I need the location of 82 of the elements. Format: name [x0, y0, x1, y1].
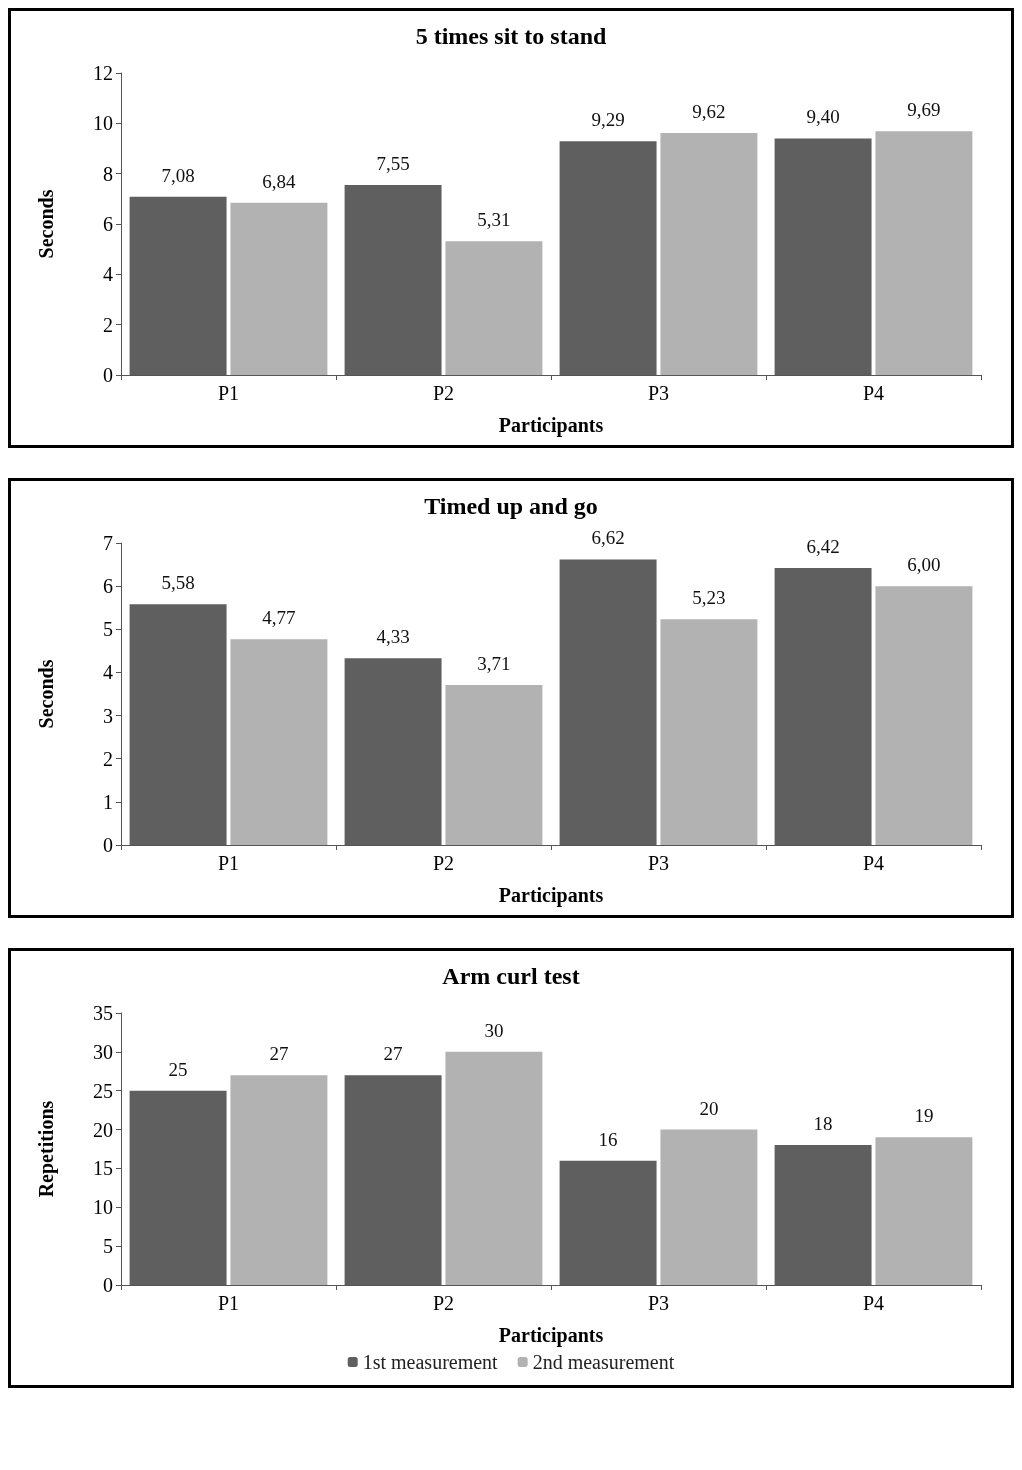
- y-tick-label: 5: [103, 618, 113, 641]
- y-tick-label: 0: [103, 834, 113, 856]
- data-label: 9,69: [907, 99, 941, 121]
- x-tick-label: P4: [862, 1292, 885, 1314]
- legend-label: 1st measurement: [362, 1351, 499, 1373]
- y-tick-label: 4: [103, 263, 113, 286]
- bar: [445, 684, 543, 845]
- x-tick-label: P4: [862, 852, 885, 874]
- bar: [230, 639, 328, 845]
- x-axis-title: Participants: [498, 884, 604, 907]
- y-tick-label: 10: [93, 112, 113, 135]
- y-tick-label: 25: [93, 1079, 113, 1102]
- y-tick-label: 35: [93, 1002, 113, 1024]
- x-tick-label: P2: [432, 852, 455, 874]
- data-label: 3,71: [477, 652, 511, 674]
- bar: [875, 131, 973, 375]
- y-tick-label: 3: [103, 704, 113, 727]
- data-label: 6,62: [591, 527, 625, 549]
- y-axis-title: Seconds: [35, 189, 57, 259]
- bar: [230, 202, 328, 375]
- data-label: 4,33: [376, 626, 410, 648]
- data-label: 19: [914, 1105, 934, 1127]
- y-axis-title: Repetitions: [35, 1100, 58, 1198]
- y-tick-label: 10: [93, 1196, 113, 1219]
- y-tick-label: 2: [103, 313, 113, 336]
- data-label: 9,29: [591, 109, 625, 131]
- data-label: 4,77: [262, 607, 296, 629]
- y-tick-label: 6: [103, 213, 113, 235]
- x-axis-title: Participants: [498, 1324, 604, 1347]
- y-tick-label: 8: [103, 162, 113, 185]
- data-label: 16: [598, 1128, 618, 1150]
- data-label: 9,62: [692, 100, 726, 122]
- chart-title: Timed up and go: [424, 493, 598, 519]
- y-tick-label: 1: [103, 790, 113, 813]
- data-label: 27: [383, 1043, 403, 1065]
- bar: [660, 1129, 758, 1285]
- data-label: 9,40: [806, 106, 840, 128]
- data-label: 30: [484, 1019, 504, 1041]
- bar: [445, 1051, 543, 1285]
- data-label: 20: [699, 1097, 719, 1119]
- data-label: 27: [269, 1043, 289, 1065]
- y-tick-label: 30: [93, 1040, 113, 1063]
- chart-title: Arm curl test: [442, 963, 580, 989]
- bar: [660, 619, 758, 845]
- x-axis-title: Participants: [498, 414, 604, 437]
- y-tick-label: 0: [103, 1274, 113, 1296]
- chart-title: 5 times sit to stand: [415, 23, 607, 49]
- y-tick-label: 5: [103, 1235, 113, 1258]
- y-tick-label: 15: [93, 1157, 113, 1180]
- x-tick-label: P2: [432, 382, 455, 404]
- legend-label: 2nd measurement: [532, 1351, 675, 1373]
- bar: [875, 1137, 973, 1285]
- y-axis-title: Seconds: [35, 659, 57, 729]
- x-tick-label: P3: [647, 1292, 670, 1314]
- x-tick-label: P3: [647, 382, 670, 404]
- y-tick-label: 2: [103, 747, 113, 770]
- x-tick-label: P1: [217, 852, 240, 874]
- x-tick-label: P1: [217, 1292, 240, 1314]
- x-tick-label: P3: [647, 852, 670, 874]
- bar: [875, 586, 973, 845]
- data-label: 6,42: [806, 536, 840, 558]
- y-tick-label: 6: [103, 575, 113, 598]
- data-label: 7,08: [161, 164, 195, 186]
- data-label: 6,00: [907, 554, 941, 576]
- y-tick-label: 20: [93, 1118, 113, 1141]
- x-tick-label: P2: [432, 1292, 455, 1314]
- data-label: 5,58: [161, 572, 195, 594]
- bar: [445, 241, 543, 375]
- bar: [660, 132, 758, 375]
- y-tick-label: 12: [93, 62, 113, 84]
- data-label: 5,31: [477, 209, 511, 231]
- y-tick-label: 7: [103, 532, 113, 554]
- data-label: 5,23: [692, 587, 726, 609]
- y-tick-label: 4: [103, 661, 113, 684]
- data-label: 25: [168, 1058, 188, 1080]
- data-label: 18: [813, 1113, 833, 1135]
- bar: [230, 1075, 328, 1285]
- x-tick-label: P4: [862, 382, 885, 404]
- data-label: 7,55: [376, 152, 410, 174]
- y-tick-label: 0: [103, 364, 113, 386]
- data-label: 6,84: [262, 170, 297, 192]
- x-tick-label: P1: [217, 382, 240, 404]
